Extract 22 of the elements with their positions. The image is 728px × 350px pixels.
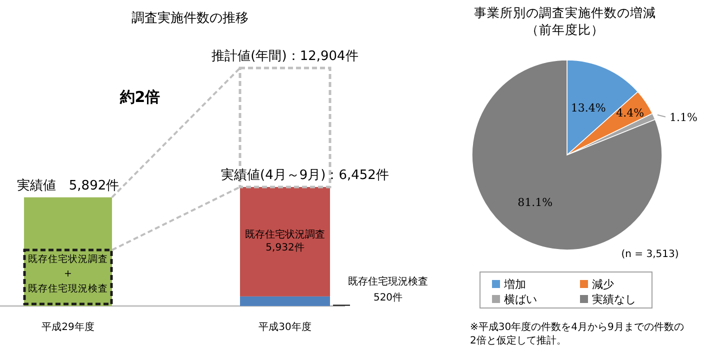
chart-title: 調査実施件数の推移 (132, 10, 248, 26)
chart-subtitle: （前年度比） (526, 22, 604, 37)
data-label: 4.4% (616, 106, 644, 120)
legend-label: 減少 (592, 278, 614, 291)
legend-label: 横ばい (504, 293, 537, 306)
text: ※平成30年度の件数を4月から9月までの件数の 2倍と仮定して推計。 (470, 321, 684, 346)
data-label: 1.1% (670, 110, 698, 124)
chart-title: 事業所別の調査実施件数の増減 (474, 5, 656, 20)
legend-label: 実績なし (592, 293, 636, 306)
data-label: 81.1% (518, 196, 553, 210)
annotation: 約2倍 (118, 88, 160, 106)
data-label: 13.4% (570, 101, 606, 114)
x-tick-label: 平成30年度 (258, 321, 312, 333)
total-label: 推計値(年間)：12,904件 (212, 49, 358, 64)
x-tick-label: 平成29年度 (42, 321, 94, 333)
annotation: 実績値(4月～9月)：6,452件 (221, 167, 389, 183)
data-label: 既存住宅状況調査 5,932件 (245, 228, 325, 254)
annotation: 既存住宅状況調査 + 既存住宅現況検査 (28, 253, 108, 294)
data-label: 既存住宅現況検査 520件 (348, 275, 428, 304)
data-label: 実績値 5,892件 (16, 177, 120, 194)
text: (n = 3,513) (621, 249, 679, 260)
legend-label: 増加 (503, 278, 526, 291)
